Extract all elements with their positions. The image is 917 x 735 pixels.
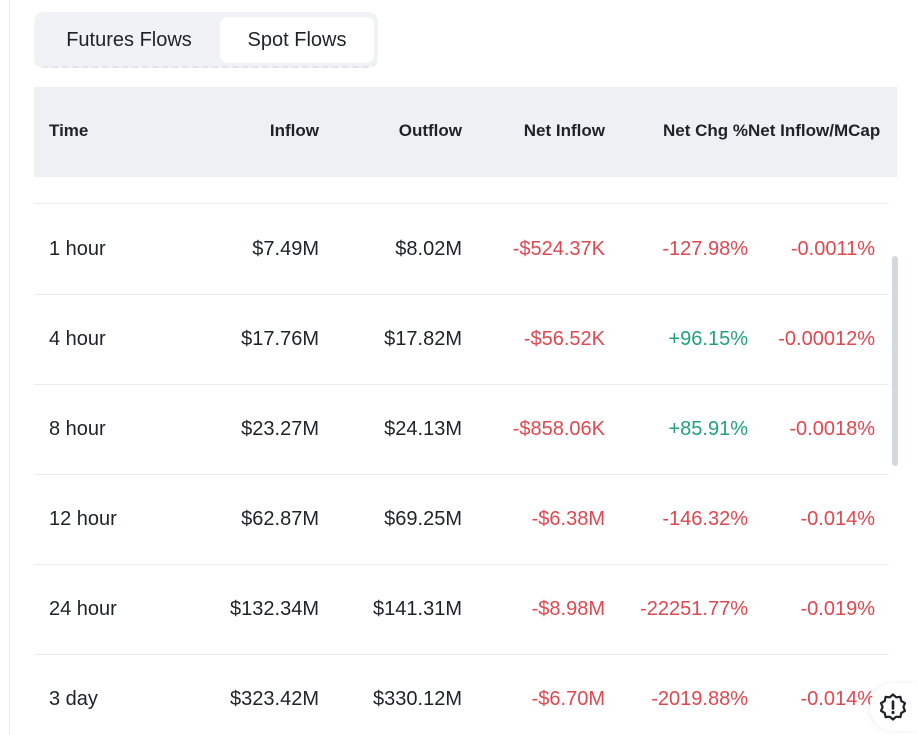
alert-badge-icon — [879, 693, 907, 721]
header-divider — [34, 203, 889, 204]
cell-outflow: $141.31M — [373, 598, 462, 620]
table-row: 4 hour $17.76M $17.82M -$56.52K +96.15% -0.00… — [34, 294, 889, 385]
cell-net-chg: +85.91% — [668, 418, 748, 440]
cell-outflow: $69.25M — [384, 508, 462, 530]
cell-inflow: $17.76M — [241, 328, 319, 350]
cell-net-inflow-mcap: -0.00012% — [778, 328, 875, 350]
cell-time: 12 hour — [49, 508, 117, 530]
cell-net-chg: -127.98% — [662, 238, 748, 260]
table-row: 3 day $323.42M $330.12M -$6.70M -2019.88% -0.… — [34, 654, 889, 735]
table-row: 8 hour $23.27M $24.13M -$858.06K +85.91% -0.0… — [34, 384, 889, 475]
header-inflow: Inflow — [269, 121, 319, 140]
header-outflow: Outflow — [398, 121, 462, 140]
table-row: 24 hour $132.34M $141.31M -$8.98M -22251.77%… — [34, 564, 889, 655]
cell-inflow: $132.34M — [230, 598, 319, 620]
cell-net-inflow-mcap: -0.0011% — [790, 238, 875, 260]
cell-outflow: $330.12M — [373, 688, 462, 710]
cell-time: 24 hour — [49, 598, 117, 620]
header-net-inflow: Net Inflow — [523, 121, 605, 140]
left-divider — [9, 0, 10, 735]
cell-time: 8 hour — [49, 418, 106, 440]
table-row: 1 hour $7.49M $8.02M -$524.37K -127.98% -0.00… — [34, 204, 889, 295]
tab-spot-flows[interactable]: Spot Flows — [220, 17, 374, 63]
cell-net-chg: -2019.88% — [651, 688, 748, 710]
cell-net-inflow-mcap: -0.014% — [800, 688, 876, 710]
cell-net-inflow: -$858.06K — [512, 418, 605, 440]
cell-net-inflow: -$6.38M — [531, 508, 605, 530]
cell-inflow: $62.87M — [241, 508, 319, 530]
cell-inflow: $7.49M — [252, 238, 319, 260]
cell-time: 1 hour — [49, 238, 106, 260]
header-net-inflow-mcap: Net Inflow/MCap — [748, 121, 881, 140]
cell-net-inflow: -$6.70M — [531, 688, 605, 710]
help-button[interactable] — [870, 683, 917, 731]
cell-net-inflow-mcap: -0.014% — [800, 508, 876, 530]
table-header: Time Inflow Outflow Net Inflow Net Chg %… — [34, 87, 897, 177]
scrollbar-thumb[interactable] — [892, 256, 898, 466]
cell-net-inflow: -$8.98M — [531, 598, 605, 620]
cell-net-chg: +96.15% — [668, 328, 748, 350]
cell-outflow: $24.13M — [384, 418, 462, 440]
header-net-chg: Net Chg % — [663, 121, 748, 140]
cell-net-inflow-mcap: -0.019% — [800, 598, 876, 620]
cell-net-inflow: -$56.52K — [523, 328, 605, 350]
cell-outflow: $8.02M — [395, 238, 462, 260]
cell-inflow: $323.42M — [230, 688, 319, 710]
cell-inflow: $23.27M — [241, 418, 319, 440]
cell-net-chg: -146.32% — [662, 508, 748, 530]
cell-net-inflow: -$524.37K — [512, 238, 605, 260]
flow-type-tabs: Futures Flows Spot Flows — [34, 12, 378, 68]
cell-net-inflow-mcap: -0.0018% — [789, 418, 875, 440]
cell-time: 4 hour — [49, 328, 106, 350]
cell-outflow: $17.82M — [384, 328, 462, 350]
cell-time: 3 day — [49, 688, 98, 710]
tab-futures-flows[interactable]: Futures Flows — [66, 29, 192, 51]
cell-net-chg: -22251.77% — [640, 598, 748, 620]
header-time: Time — [49, 121, 89, 140]
table-row: 12 hour $62.87M $69.25M -$6.38M -146.32% -0.0… — [34, 474, 889, 565]
